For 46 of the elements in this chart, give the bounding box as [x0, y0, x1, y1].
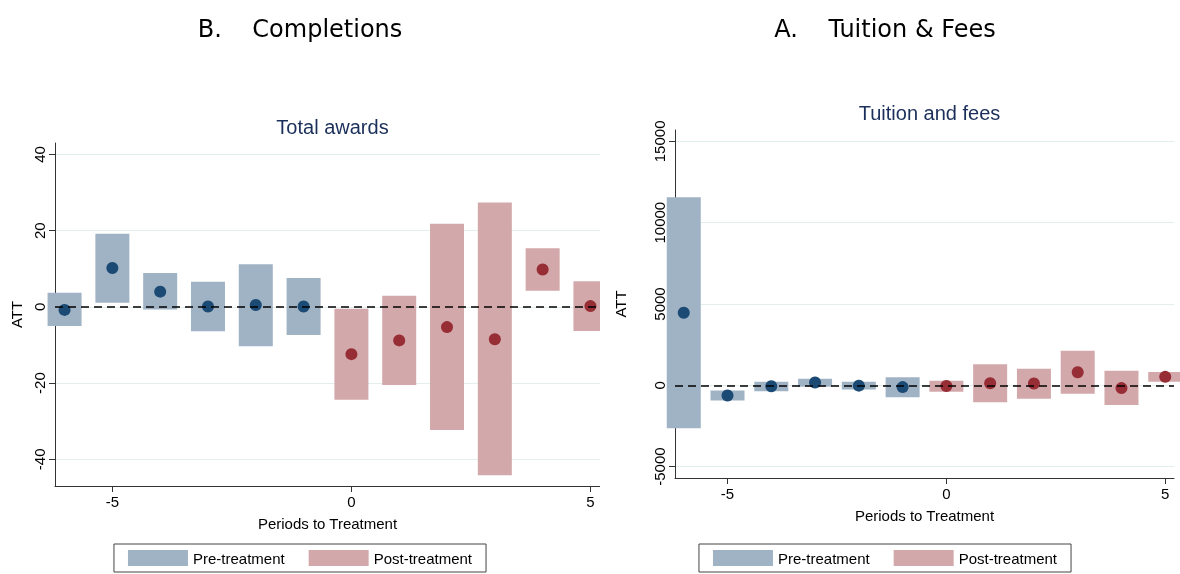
bar: [190, 281, 225, 332]
x-axis-title: Periods to Treatment: [257, 515, 398, 532]
point: [721, 389, 734, 402]
legend-label: Pre-treatment: [192, 549, 286, 567]
bar: [286, 277, 321, 336]
x-tick-label: -5: [720, 485, 735, 502]
y-axis-title: ATT: [612, 290, 629, 318]
chart-title: A. Tuition & Fees: [774, 15, 996, 43]
chart-subtitle: Total awards: [276, 116, 389, 138]
chart-title: B. Completions: [197, 15, 403, 43]
bar: [525, 248, 560, 291]
y-tick-label: 40: [31, 146, 48, 163]
x-tick-label: 5: [586, 493, 595, 510]
point: [1159, 370, 1172, 383]
point: [441, 321, 454, 334]
bar: [95, 233, 130, 303]
bar: [666, 197, 701, 429]
y-tick-label: 5000: [651, 287, 668, 321]
y-tick-label: -20: [31, 372, 48, 394]
y-tick-label: 10000: [651, 201, 668, 244]
point: [488, 333, 501, 346]
y-tick-label: 20: [31, 222, 48, 239]
x-tick-label: 5: [1161, 485, 1170, 502]
legend-label: Pre-treatment: [777, 549, 871, 567]
y-axis-title: ATT: [8, 300, 26, 329]
y-tick-label: 0: [31, 302, 48, 312]
x-tick-label: -5: [105, 493, 120, 510]
bar: [430, 223, 465, 430]
y-tick-label: -5000: [651, 447, 668, 486]
y-tick-label: -40: [31, 448, 48, 471]
x-tick-label: 0: [347, 493, 356, 510]
point: [345, 348, 358, 361]
point: [677, 306, 690, 319]
legend-label: Post-treatment: [373, 549, 473, 567]
y-tick-label: 0: [651, 381, 668, 390]
point: [106, 262, 119, 274]
point: [393, 334, 406, 347]
bar: [238, 264, 273, 347]
y-tick-label: 15000: [651, 120, 668, 163]
x-tick-label: 0: [942, 485, 951, 502]
legend-label: Post-treatment: [958, 549, 1058, 567]
chart-subtitle: Tuition and fees: [858, 102, 1001, 124]
bar: [477, 202, 512, 476]
bar: [382, 295, 417, 386]
x-axis-title: Periods to Treatment: [854, 507, 995, 524]
bar: [334, 308, 369, 400]
